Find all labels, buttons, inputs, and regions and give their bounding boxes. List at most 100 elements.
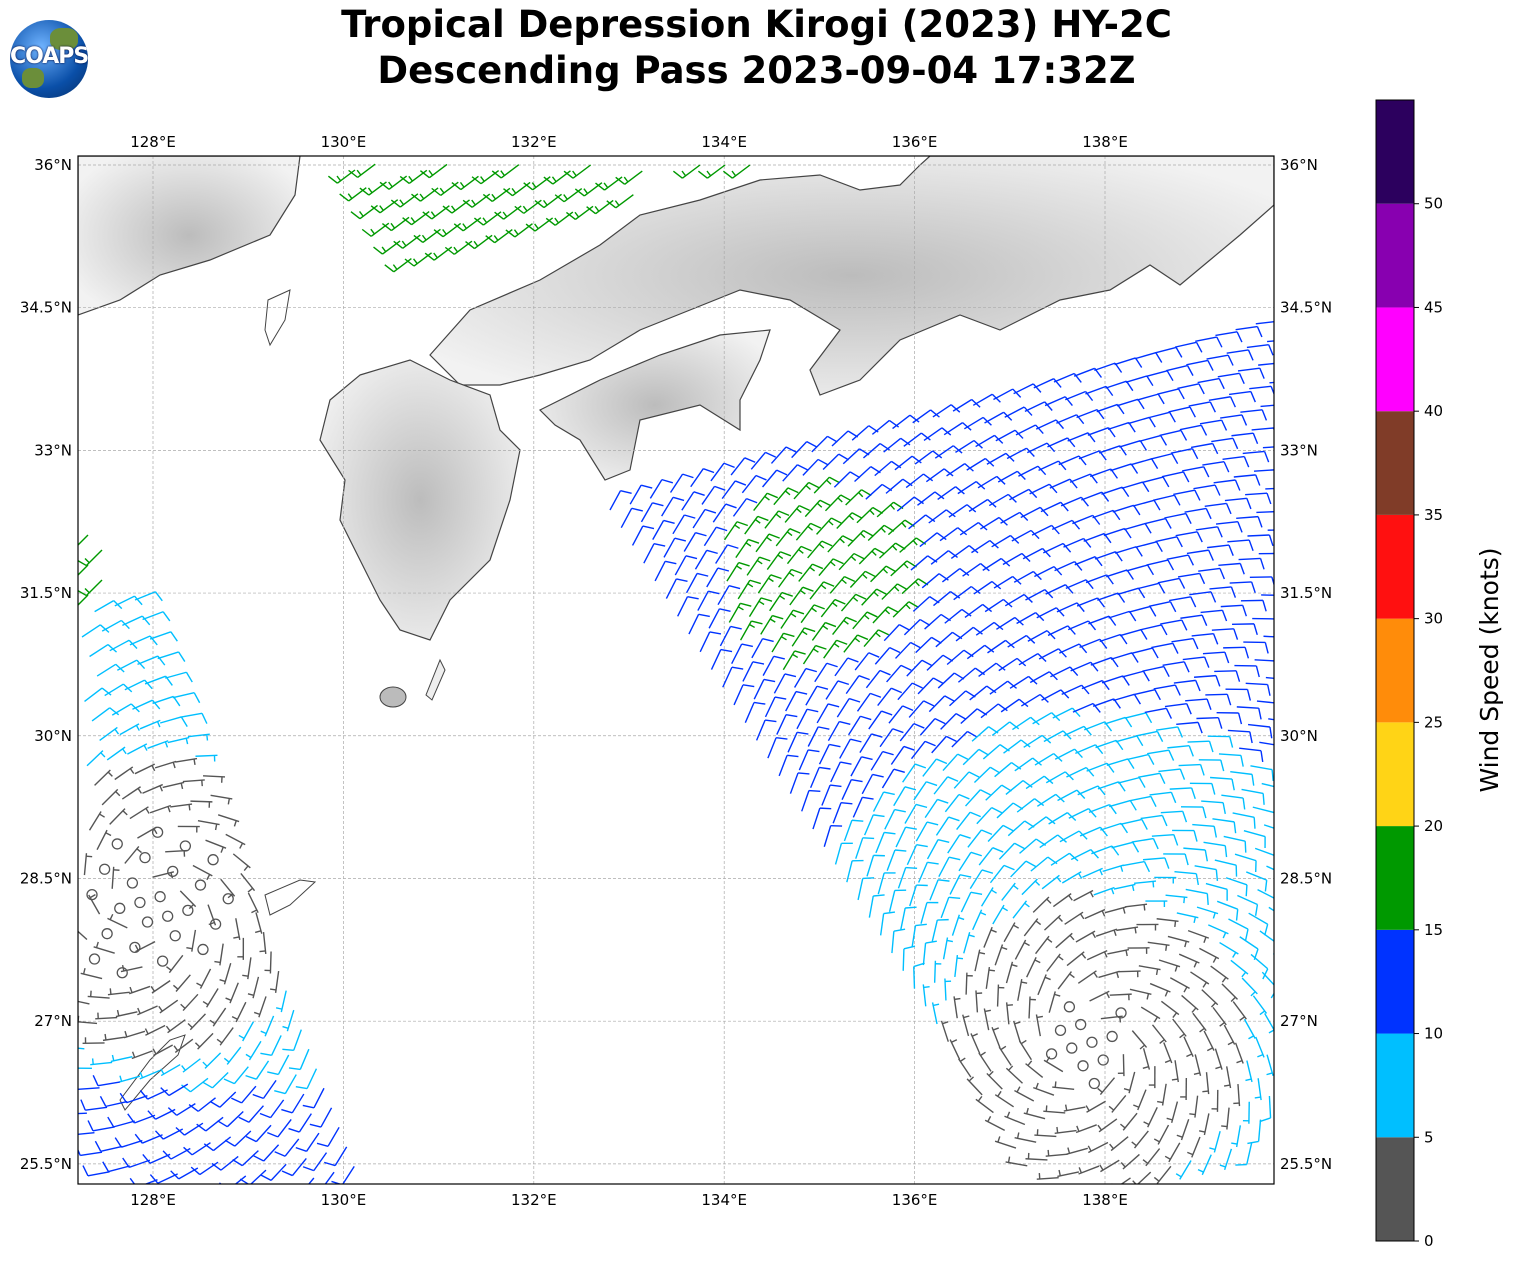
barb-half-feather (843, 619, 849, 625)
wind-barb (1225, 877, 1248, 897)
barb-feather (1023, 406, 1033, 416)
wind-barb (1220, 414, 1248, 426)
wind-barb (1126, 753, 1155, 765)
barb-feather (1290, 530, 1293, 541)
barb-staff (750, 451, 766, 470)
barb-half-feather (1222, 932, 1227, 939)
barb-staff (234, 1130, 252, 1147)
wind-barb (166, 954, 184, 974)
barb-feather (1055, 607, 1065, 617)
barb-half-feather (233, 936, 240, 939)
wind-barb (203, 1136, 232, 1152)
wind-barb (86, 750, 106, 767)
wind-barb (1258, 362, 1274, 366)
barb-feather (958, 793, 970, 800)
barb-half-feather (109, 988, 112, 995)
barb-staff (1225, 1066, 1232, 1089)
barb-feather (889, 646, 901, 654)
wind-barb (1012, 900, 1030, 919)
wind-barb (1151, 833, 1179, 846)
barb-half-feather (502, 211, 508, 218)
barb-feather (924, 740, 936, 747)
wind-barb (681, 491, 705, 511)
wind-barb (721, 480, 747, 500)
barb-staff (683, 532, 697, 552)
barb-staff (710, 462, 725, 482)
wind-barb (976, 806, 1003, 825)
barb-staff (996, 802, 1014, 819)
wind-barb (1085, 1100, 1106, 1113)
wind-barb (960, 891, 983, 913)
wind-barb (926, 654, 954, 671)
barb-half-feather (1193, 1072, 1200, 1076)
wind-barb (1061, 684, 1090, 696)
barb-half-feather (71, 573, 75, 577)
barb-feather (1193, 830, 1198, 842)
wind-barb (868, 710, 893, 730)
barb-staff (402, 234, 421, 249)
barb-feather (1162, 476, 1170, 488)
wind-barb (94, 1140, 123, 1152)
wind-barb (187, 1013, 206, 1031)
wind-barb (950, 545, 979, 560)
barb-staff (1245, 492, 1268, 496)
barb-feather (948, 856, 961, 861)
barb-feather (413, 234, 424, 244)
barb-feather (1012, 388, 1022, 398)
barb-feather (1173, 834, 1179, 846)
barb-staff (1208, 924, 1229, 935)
barb-staff (1224, 497, 1247, 502)
wind-barb (1189, 591, 1217, 603)
calm-circle (182, 904, 194, 917)
barb-staff (1086, 1100, 1106, 1113)
calm-circle (1097, 1054, 1109, 1066)
wind-barb (996, 616, 1024, 630)
wind-barb (962, 562, 990, 577)
barb-half-feather (1230, 996, 1236, 1002)
barb-staff (1164, 702, 1187, 708)
wind-barb (739, 620, 763, 641)
barb-feather (1216, 526, 1223, 538)
barb-feather (1185, 513, 1192, 524)
barb-feather (857, 634, 869, 641)
barb-staff (1064, 911, 1084, 925)
barb-feather (1143, 861, 1151, 873)
wind-barb (152, 871, 175, 879)
barb-staff (1178, 953, 1200, 964)
wind-barb (1202, 1072, 1210, 1095)
wind-barb (966, 457, 995, 471)
wind-barb (993, 388, 1022, 401)
barb-staff (773, 673, 786, 694)
wind-barb (867, 524, 895, 541)
wind-barb (1125, 903, 1148, 911)
barb-staff (877, 687, 892, 706)
wind-barb (710, 648, 733, 670)
barb-feather (170, 631, 178, 642)
barb-half-feather (172, 762, 176, 769)
barb-half-feather (143, 744, 148, 751)
barb-half-feather (1012, 884, 1019, 890)
barb-half-feather (208, 921, 215, 926)
wind-barb (1223, 1066, 1232, 1089)
barb-half-feather (792, 653, 799, 659)
wind-barb (988, 493, 1017, 507)
barb-staff (985, 966, 991, 989)
barb-half-feather (73, 922, 77, 926)
barb-staff (1160, 1000, 1180, 1016)
barb-half-feather (1202, 1090, 1209, 1093)
barb-feather (154, 591, 163, 602)
barb-staff (1228, 918, 1249, 930)
wind-barb (1240, 409, 1268, 421)
wind-barb (1141, 476, 1170, 488)
wind-barb (963, 931, 975, 954)
barb-feather (719, 608, 731, 612)
lat-tick-label-right: 28.5°N (1280, 869, 1332, 887)
wind-barb (1225, 688, 1252, 701)
barb-staff (523, 199, 542, 214)
barb-staff (1242, 450, 1265, 455)
wind-barb (750, 451, 777, 470)
barb-feather (1037, 465, 1047, 476)
barb-staff (741, 475, 757, 494)
wind-barb (1196, 717, 1223, 729)
wind-barb (1185, 698, 1212, 710)
